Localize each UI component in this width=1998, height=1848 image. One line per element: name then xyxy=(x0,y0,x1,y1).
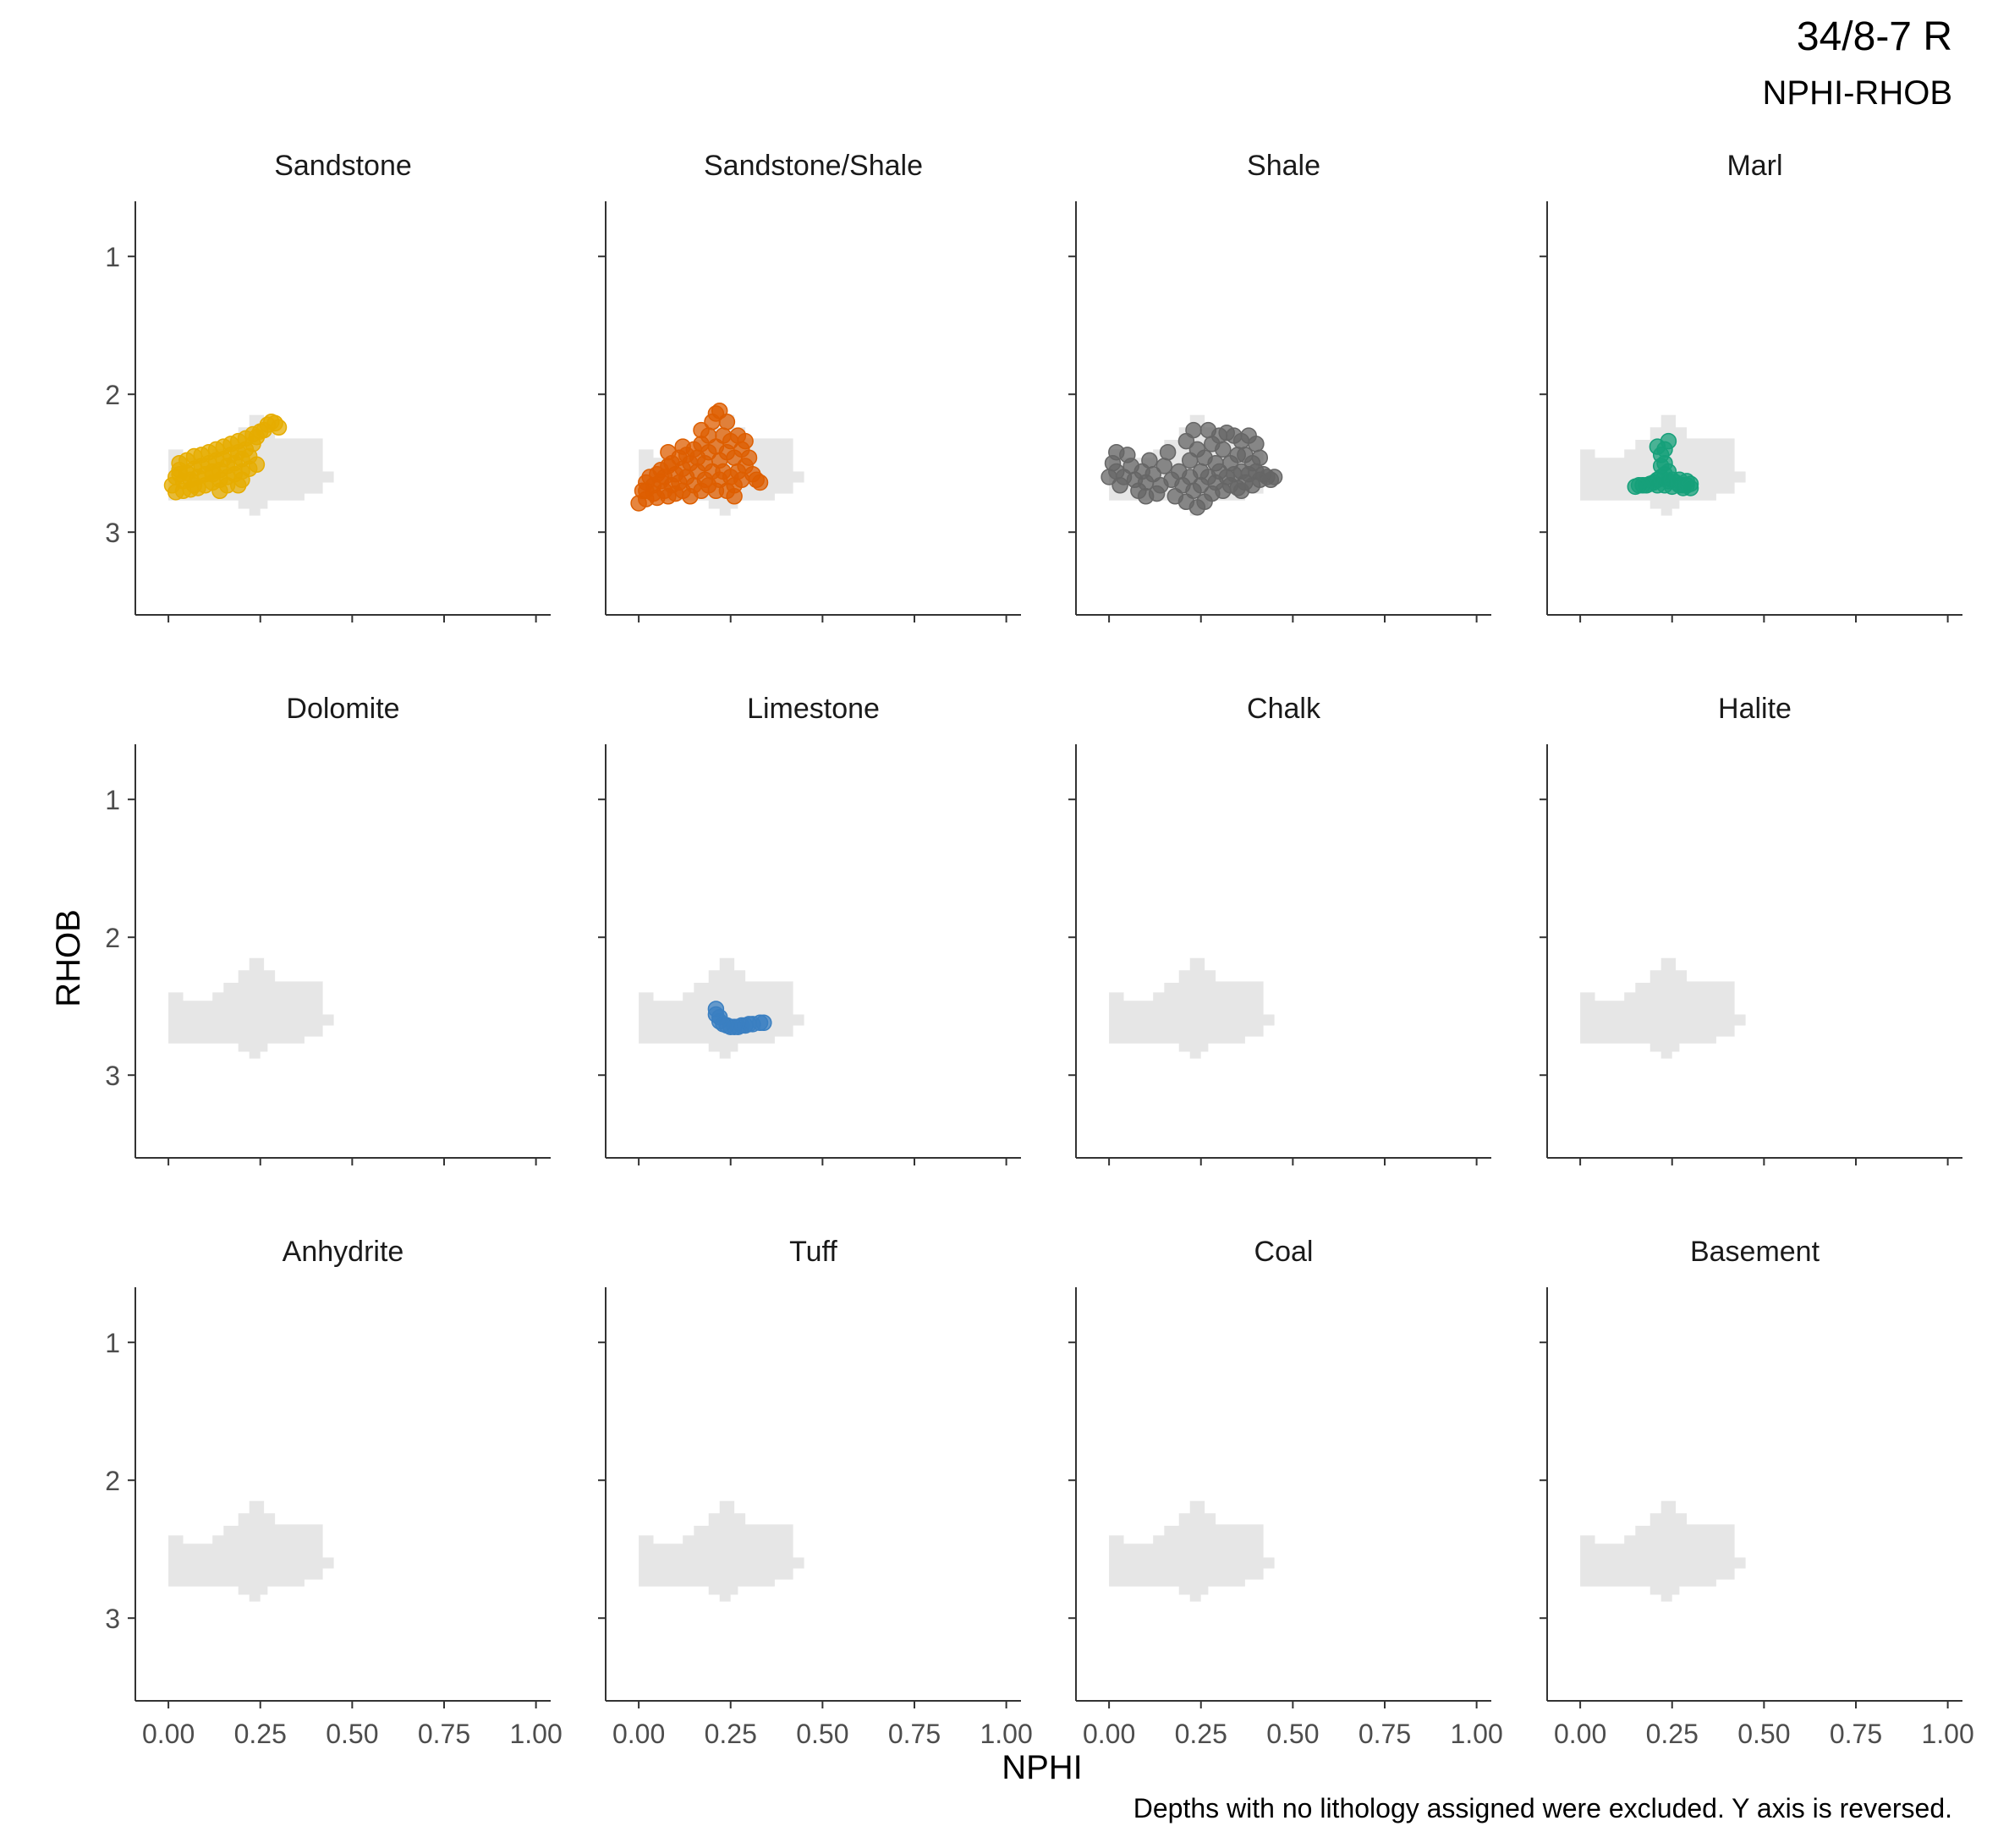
facet-label: Coal xyxy=(1254,1236,1314,1268)
facet-label: Marl xyxy=(1726,150,1782,182)
facet-panel-anhydrite: Anhydrite 1 2 3 0.00 0.25 0.50 0.75 1.00 xyxy=(105,1236,563,1749)
title-block: 34/8-7 R NPHI-RHOB xyxy=(1763,12,1952,118)
chart-title: 34/8-7 R xyxy=(1796,14,1952,59)
background-cloud xyxy=(1109,1500,1275,1602)
data-point xyxy=(248,456,266,474)
x-tick-label: 0.25 xyxy=(1175,1719,1227,1749)
y-tick-label: 2 xyxy=(105,1466,120,1496)
facet-panel-sandstone-shale: Sandstone/Shale xyxy=(598,150,1021,622)
data-point xyxy=(1155,458,1173,474)
y-tick-label: 1 xyxy=(105,785,120,815)
background-cloud xyxy=(168,957,334,1059)
facet-label: Basement xyxy=(1690,1236,1820,1268)
facet-label: Sandstone xyxy=(274,150,412,182)
facet-label: Anhydrite xyxy=(283,1236,404,1268)
data-point xyxy=(185,477,203,494)
data-point xyxy=(1215,441,1232,458)
facet-panel-basement: Basement 0.00 0.25 0.50 0.75 1.00 xyxy=(1540,1236,1974,1749)
x-tick-label: 1.00 xyxy=(1921,1719,1973,1749)
background-cloud xyxy=(1580,957,1746,1059)
facet-panel-marl: Marl xyxy=(1540,150,1962,622)
data-point xyxy=(638,482,655,500)
facet-panel-dolomite: Dolomite 1 2 3 xyxy=(105,693,551,1165)
data-point xyxy=(1108,443,1125,461)
data-point xyxy=(726,488,743,505)
y-tick-label: 3 xyxy=(105,1061,120,1091)
facet-label: Dolomite xyxy=(286,693,399,725)
x-tick-label: 0.75 xyxy=(1830,1719,1882,1749)
x-tick-label: 1.00 xyxy=(509,1719,562,1749)
data-point xyxy=(1660,432,1677,450)
x-tick-label: 0.75 xyxy=(1359,1719,1411,1749)
y-tick-label: 1 xyxy=(105,242,120,272)
x-tick-label: 0.50 xyxy=(796,1719,848,1749)
data-point xyxy=(693,421,710,439)
data-point xyxy=(1141,452,1158,469)
x-tick-label: 0.00 xyxy=(612,1719,665,1749)
data-point xyxy=(1232,482,1250,500)
facet-panel-shale: Shale xyxy=(1068,150,1491,622)
data-point xyxy=(1265,469,1283,485)
facet-panel-tuff: Tuff 0.00 0.25 0.50 0.75 1.00 xyxy=(598,1236,1033,1749)
facet-panel-sandstone: Sandstone 1 2 3 xyxy=(105,150,551,622)
data-point xyxy=(1159,443,1177,461)
data-point xyxy=(751,474,769,491)
chart-caption: Depths with no lithology assigned were e… xyxy=(1133,1793,1952,1823)
y-tick-label: 2 xyxy=(105,380,120,410)
x-tick-label: 0.25 xyxy=(705,1719,757,1749)
x-tick-label: 1.00 xyxy=(1450,1719,1502,1749)
background-cloud xyxy=(639,1500,804,1602)
data-point xyxy=(1251,449,1269,466)
facet-label: Halite xyxy=(1718,693,1792,725)
data-point xyxy=(1185,421,1202,439)
x-tick-label: 0.75 xyxy=(888,1719,941,1749)
y-tick-label: 1 xyxy=(105,1328,120,1358)
data-point xyxy=(674,438,691,455)
data-point xyxy=(740,449,758,466)
data-point xyxy=(1682,480,1699,496)
x-axis-title: NPHI xyxy=(1002,1749,1083,1786)
data-point xyxy=(1248,436,1265,452)
facet-label: Limestone xyxy=(747,693,880,725)
data-point xyxy=(660,443,677,461)
y-axis-title: RHOB xyxy=(50,909,87,1007)
data-point xyxy=(1137,488,1155,505)
data-point xyxy=(204,465,221,483)
x-tick-label: 1.00 xyxy=(980,1719,1032,1749)
data-point xyxy=(270,419,288,436)
x-tick-label: 0.75 xyxy=(418,1719,470,1749)
y-tick-label: 3 xyxy=(105,518,120,548)
data-point xyxy=(718,414,736,430)
x-tick-label: 0.25 xyxy=(1646,1719,1699,1749)
data-point xyxy=(233,471,250,489)
facet-panel-halite: Halite xyxy=(1540,693,1962,1165)
y-tick-label: 2 xyxy=(105,923,120,953)
facet-panel-chalk: Chalk xyxy=(1068,693,1491,1165)
chart-subtitle: NPHI-RHOB xyxy=(1762,74,1952,112)
background-cloud xyxy=(168,1500,334,1602)
data-point xyxy=(218,477,236,494)
x-tick-label: 0.50 xyxy=(1266,1719,1319,1749)
background-cloud xyxy=(1580,1500,1746,1602)
x-tick-label: 0.50 xyxy=(1737,1719,1790,1749)
background-cloud xyxy=(1109,957,1275,1059)
data-point xyxy=(737,432,754,450)
facet-panel-limestone: Limestone xyxy=(598,693,1021,1165)
data-point xyxy=(171,465,188,483)
data-point xyxy=(755,1014,772,1032)
facet-label: Sandstone/Shale xyxy=(704,150,923,182)
facet-label: Shale xyxy=(1247,150,1320,182)
facet-label: Tuff xyxy=(789,1236,837,1268)
y-tick-label: 3 xyxy=(105,1604,120,1634)
x-tick-label: 0.00 xyxy=(142,1719,195,1749)
x-tick-label: 0.25 xyxy=(234,1719,287,1749)
x-tick-label: 0.50 xyxy=(326,1719,378,1749)
facet-label: Chalk xyxy=(1247,693,1321,725)
x-tick-label: 0.00 xyxy=(1083,1719,1135,1749)
x-tick-label: 0.00 xyxy=(1554,1719,1606,1749)
facet-panel-coal: Coal 0.00 0.25 0.50 0.75 1.00 xyxy=(1068,1236,1503,1749)
